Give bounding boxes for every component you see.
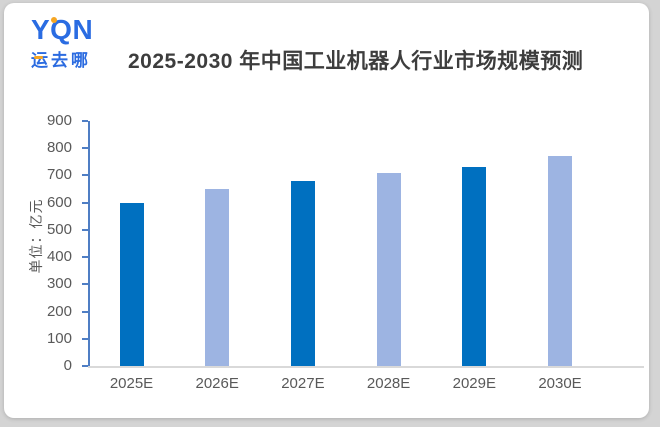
y-axis-tick-label: 0 [63,357,72,374]
bar-2025e [119,202,144,366]
logo-text: YQN [31,14,94,45]
y-axis-tick-label: 700 [46,166,72,184]
y-axis-tick [82,147,88,150]
bar-2029e [462,167,487,366]
y-axis-tick [82,310,88,313]
x-axis-line [88,366,644,368]
logo-subtext-label: 运去哪 [31,51,91,70]
y-axis-tick [82,228,88,231]
y-axis-tick-label: 100 [46,329,72,347]
y-axis-tick-label: 300 [46,275,72,293]
chart-title: 2025-2030 年中国工业机器人行业市场规模预测 [128,50,584,73]
y-axis-tick-label: 900 [46,112,72,129]
y-axis-tick [82,256,88,259]
bar-2026e [205,189,230,366]
chart-card [4,3,649,418]
y-axis-tick-label: 200 [46,302,72,320]
bar-2028e [376,172,401,366]
x-axis-label: 2026E [195,375,239,392]
logo-dot-icon [51,17,57,23]
y-axis-tick-label: 600 [46,193,72,211]
x-axis-label: 2027E [281,375,325,392]
y-axis-line [88,121,90,366]
y-axis-tick-label: 500 [46,220,72,238]
x-axis-label: 2029E [452,375,496,392]
y-axis-tick [82,365,88,367]
y-axis-tick [82,201,88,204]
x-axis-label: 2025E [109,375,154,392]
yqn-logo: YQN 运去哪 [31,14,111,71]
x-axis-label: 2028E [366,375,411,392]
bar-2027e [290,180,315,366]
bar-2030e [548,156,572,366]
y-axis-tick [82,174,88,177]
y-axis-tick [82,283,88,286]
y-axis-tick-label: 400 [46,248,72,266]
logo-accent-icon [34,56,43,59]
logo-subtext: 运去哪 [31,46,111,71]
x-axis-label: 2030E [538,375,582,392]
y-axis-tick [82,120,88,122]
y-axis-title: 单位：亿元 [28,198,44,274]
y-axis-tick [82,337,88,340]
y-axis-tick-label: 800 [46,139,72,157]
